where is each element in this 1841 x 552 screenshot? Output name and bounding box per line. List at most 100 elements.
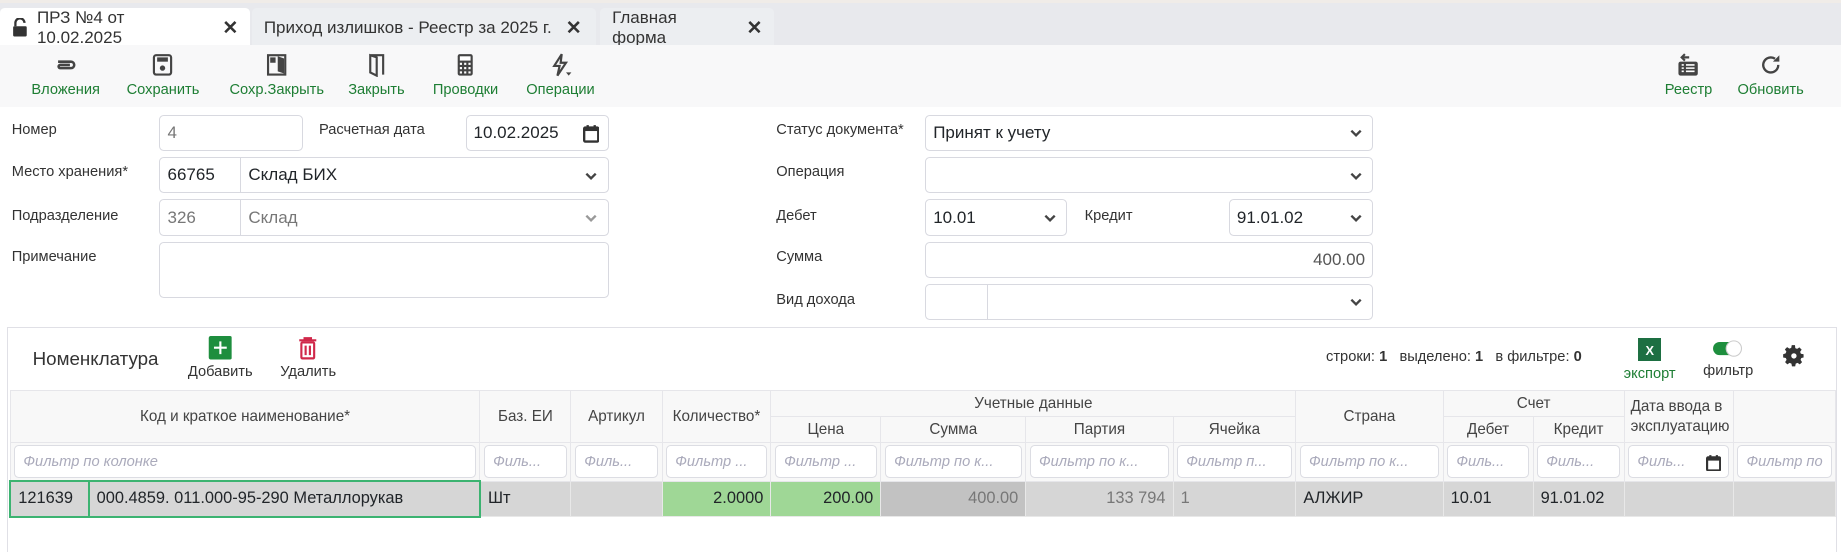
filter-sum[interactable]: Фильтр по к... [884, 445, 1022, 479]
credit-select[interactable]: 91.01.02 [1228, 199, 1374, 236]
cell-qty[interactable]: 2.0000 [661, 480, 772, 518]
cell-ei[interactable]: Шт [479, 480, 572, 518]
col-credit[interactable]: Кредит [1532, 416, 1625, 443]
note-label: Примечание [11, 248, 97, 265]
division-code-field[interactable]: 326 [159, 199, 242, 236]
tab-registry[interactable]: Приход излишков - Реестр за 2025 г. ✕ [252, 7, 596, 48]
income-label: Вид дохода [776, 291, 855, 308]
filter-ei[interactable]: Филь... [483, 445, 567, 479]
income-select[interactable] [987, 283, 1374, 321]
chevron-down-icon [1350, 214, 1362, 222]
chevron-down-icon [1350, 172, 1362, 180]
refresh-button[interactable]: Обновить [1737, 52, 1804, 98]
toolbar: Вложения Сохранить Сохр.Закрыть Закрыть … [0, 44, 1841, 107]
attachments-button[interactable]: Вложения [31, 52, 100, 98]
col-article[interactable]: Артикул [570, 390, 663, 443]
tab-document[interactable]: ПРЗ №4 от 10.02.2025 ✕ [0, 8, 250, 48]
close-icon[interactable]: ✕ [746, 16, 763, 38]
table-row[interactable]: 121639 000.4859. 011.000-95-290 Металлор… [9, 480, 1837, 518]
save-close-button[interactable]: Сохр.Закрыть [229, 52, 324, 98]
tab-bar: ПРЗ №4 от 10.02.2025 ✕ Приход излишков - … [0, 0, 1841, 48]
sum-label: Сумма [776, 248, 823, 265]
storage-select[interactable]: Склад БИХ [240, 157, 609, 194]
number-field[interactable]: 4 [159, 114, 303, 152]
filter-date[interactable]: Филь... [1628, 445, 1730, 479]
filter-country[interactable]: Фильтр по к... [1299, 445, 1440, 479]
cell-price[interactable]: 200.00 [770, 480, 882, 518]
debit-select[interactable]: 10.01 [925, 199, 1068, 236]
filter-price[interactable]: Фильтр ... [774, 445, 877, 479]
selected-count: 1 [1475, 349, 1484, 366]
filter-name[interactable]: Фильтр по колонке [14, 445, 476, 479]
grid-stats: строки: 1 выделено: 1 в фильтре: 0 [1326, 349, 1582, 366]
delete-button[interactable]: Удалить [280, 336, 336, 380]
col-extra[interactable] [1732, 390, 1837, 443]
operations-button[interactable]: Операции [526, 52, 595, 98]
registry-button[interactable]: Реестр [1665, 52, 1712, 98]
col-country[interactable]: Страна [1295, 390, 1444, 443]
cell-sum[interactable]: 400.00 [880, 480, 1027, 518]
close-icon[interactable]: ✕ [222, 16, 239, 38]
svg-text:X: X [1645, 343, 1654, 358]
close-button[interactable]: Закрыть [348, 52, 405, 98]
col-qty[interactable]: Количество* [661, 390, 772, 443]
calc-date-label: Расчетная дата [318, 121, 425, 138]
col-date[interactable]: Дата ввода в эксплуатацию [1623, 390, 1734, 443]
filter-article[interactable]: Филь... [575, 445, 659, 479]
plus-icon [208, 336, 232, 360]
postings-button[interactable]: Проводки [433, 52, 498, 98]
sum-field[interactable]: 400.00 [925, 241, 1374, 278]
filter-toggle[interactable]: фильтр [1703, 338, 1753, 379]
cell-extra[interactable] [1732, 480, 1837, 518]
refresh-icon [1761, 54, 1780, 74]
cell-party[interactable]: 133 794 [1025, 480, 1174, 518]
filter-credit[interactable]: Филь... [1537, 445, 1621, 479]
cell-article[interactable] [570, 480, 663, 518]
save-icon [153, 53, 173, 76]
calculator-icon [457, 53, 474, 76]
income-code-field[interactable] [925, 283, 989, 321]
cell-cell[interactable]: 1 [1172, 480, 1297, 518]
filter-qty[interactable]: Фильтр ... [666, 445, 767, 479]
operation-select[interactable] [925, 157, 1374, 194]
tab-label: ПРЗ №4 от 10.02.2025 [36, 7, 125, 47]
status-select[interactable]: Принят к учету [925, 114, 1374, 152]
add-button[interactable]: Добавить [188, 336, 253, 380]
tab-main-form[interactable]: Главная форма ✕ [600, 8, 774, 48]
cell-debit[interactable]: 10.01 [1442, 480, 1534, 518]
calendar-icon[interactable] [1705, 454, 1722, 472]
col-sum[interactable]: Сумма [880, 416, 1027, 443]
cell-credit[interactable]: 91.01.02 [1532, 480, 1625, 518]
col-name[interactable]: Код и краткое наименование* [9, 390, 481, 443]
cell-name[interactable]: 000.4859. 011.000-95-290 Металлорукав [87, 480, 481, 518]
chevron-down-icon [1350, 130, 1362, 138]
cell-code[interactable]: 121639 [9, 480, 90, 518]
save-close-icon [267, 53, 287, 76]
col-party[interactable]: Партия [1025, 416, 1174, 443]
save-button[interactable]: Сохранить [127, 52, 199, 98]
col-debit[interactable]: Дебет [1442, 416, 1534, 443]
calc-date-field[interactable]: 10.02.2025 [465, 114, 609, 152]
col-cell[interactable]: Ячейка [1172, 416, 1297, 443]
close-icon[interactable]: ✕ [565, 16, 582, 38]
paperclip-icon [57, 59, 76, 69]
col-ei[interactable]: Баз. ЕИ [479, 390, 572, 443]
cell-date[interactable] [1623, 480, 1734, 518]
panel-title: Номенклатура [32, 348, 159, 370]
credit-label: Кредит [1084, 207, 1133, 224]
division-select[interactable]: Склад [240, 199, 609, 236]
chevron-down-icon [1350, 299, 1362, 307]
filter-extra[interactable]: Фильтр по [1737, 445, 1832, 479]
gear-icon[interactable] [1781, 343, 1807, 369]
cell-country[interactable]: АЛЖИР [1295, 480, 1444, 518]
filter-cell[interactable]: Фильтр п... [1177, 445, 1292, 479]
storage-code-field[interactable]: 66765 [159, 157, 242, 194]
nomenclature-table: Код и краткое наименование* Баз. ЕИ Арти… [9, 390, 1837, 518]
lock-icon [12, 18, 27, 37]
calendar-icon[interactable] [582, 124, 600, 143]
filter-debit[interactable]: Филь... [1447, 445, 1530, 479]
note-field[interactable] [159, 241, 609, 298]
filter-party[interactable]: Фильтр по к... [1029, 445, 1170, 479]
col-price[interactable]: Цена [770, 416, 882, 443]
